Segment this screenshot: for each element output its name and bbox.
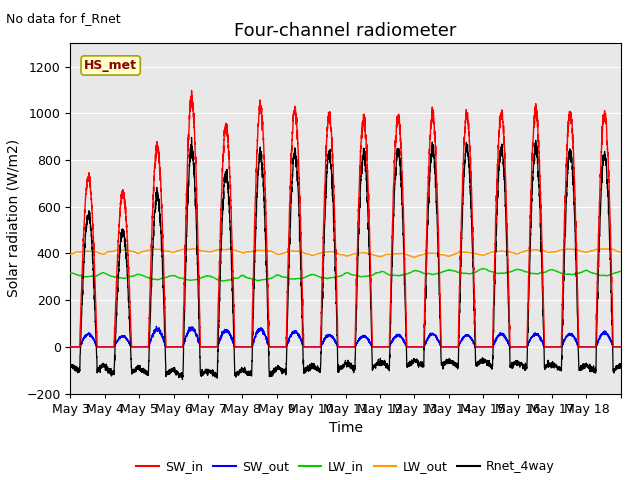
- X-axis label: Time: Time: [328, 421, 363, 435]
- Y-axis label: Solar radiation (W/m2): Solar radiation (W/m2): [7, 139, 20, 298]
- Text: HS_met: HS_met: [84, 59, 137, 72]
- Title: Four-channel radiometer: Four-channel radiometer: [234, 22, 457, 40]
- Text: No data for f_Rnet: No data for f_Rnet: [6, 12, 121, 25]
- Legend: SW_in, SW_out, LW_in, LW_out, Rnet_4way: SW_in, SW_out, LW_in, LW_out, Rnet_4way: [131, 456, 560, 479]
